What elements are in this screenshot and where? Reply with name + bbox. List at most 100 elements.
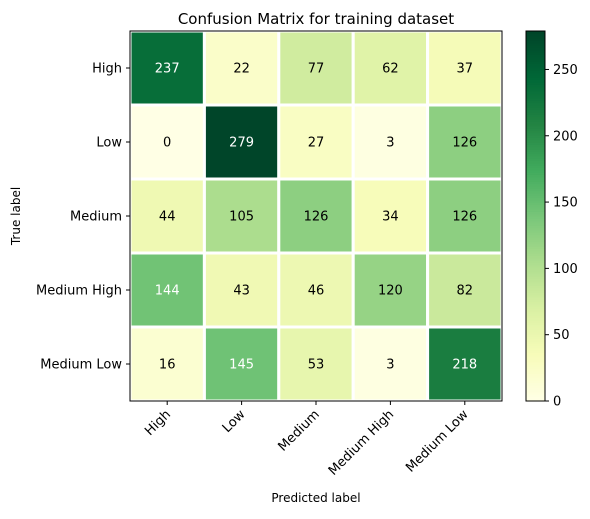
chart-title: Confusion Matrix for training dataset [178,10,454,28]
cell-value-label: 62 [382,62,399,77]
colorbar-segment [526,283,545,286]
cell-value-label: 3 [386,358,394,373]
colorbar-segment [526,81,545,85]
heatmap-cells: 237 22 77 62 37 0 279 27 3 126 44 105 126 34 126 144 43 4… [128,29,504,403]
colorbar-segment [526,70,545,74]
heatmap-cell [202,325,281,403]
colorbar-segment [526,317,545,321]
colorbar-segment [526,206,545,210]
colorbar-tick-label: 200 [553,129,578,144]
cell-value-label: 37 [457,62,474,77]
colorbar-segment [526,49,545,53]
cell-value-label: 16 [159,358,176,373]
colorbar-segment [526,213,545,217]
cell-value-label: 77 [308,62,325,77]
colorbar-segment [526,47,545,51]
colorbar-segment [526,269,545,273]
colorbar-segment [526,202,545,206]
colorbar-tick-label: 0 [553,395,561,410]
colorbar-segment [526,102,545,106]
y-axis-label: True label [9,187,23,246]
colorbar-segment [526,185,545,189]
colorbar-segment [526,74,545,78]
colorbar-segment [526,86,545,90]
colorbar-segment [526,40,545,44]
colorbar-segment [526,354,545,358]
colorbar-segment [526,315,545,319]
heatmap-cell [277,103,355,181]
colorbar-segment [526,68,545,71]
colorbar-segment [526,56,545,60]
colorbar-segment [526,139,545,143]
colorbar-segment [526,366,545,370]
colorbar-segment [526,287,545,291]
cell-value-label: 27 [308,136,325,151]
colorbar-segment [526,77,545,81]
colorbar-frame [525,30,546,402]
colorbar-segment [526,199,545,203]
cell-value-label: 279 [229,136,254,151]
colorbar-segment [526,264,545,268]
colorbar-segment [526,158,545,162]
colorbar-segment [526,352,545,356]
cell-value-label: 46 [308,284,325,299]
colorbar-segment [526,225,545,229]
colorbar-segment [526,320,545,323]
colorbar-tick-label: 150 [553,196,578,211]
heatmap-cell [426,251,504,329]
colorbar-segment [526,31,545,34]
colorbar-segment [526,44,545,48]
colorbar-segment [526,327,545,330]
colorbar-segment [526,153,545,157]
colorbar-segment [526,396,545,400]
colorbar-segment [526,255,545,259]
colorbar-segment [526,179,545,182]
colorbar-segment [526,243,545,247]
colorbar-segment [526,195,545,199]
colorbar-segment [526,190,545,194]
colorbar-segment [526,107,545,111]
colorbar-segment [526,394,545,397]
colorbar-segment [526,273,545,277]
colorbar-segment [526,63,545,67]
colorbar-segment [526,197,545,201]
colorbar-segment [526,336,545,340]
colorbar-segment [526,303,545,307]
colorbar-segment [526,229,545,233]
colorbar-segment [526,239,545,243]
colorbar-segment [526,37,545,41]
colorbar-segment [526,51,545,55]
x-axis-label: Predicted label [271,491,360,505]
colorbar-segment [526,132,545,136]
colorbar-segment [526,118,545,122]
heatmap-cell [426,103,504,181]
heatmap-cell [202,177,281,255]
colorbar-segment [526,160,545,164]
colorbar-segment [526,65,545,69]
colorbar-segment [526,248,545,252]
colorbar: 0 50 100 150 200 250 [525,30,578,410]
colorbar-segment [526,72,545,76]
colorbar-segment [526,183,545,187]
x-tick-label: High [142,407,174,439]
cell-value-label: 82 [457,284,474,299]
y-tick-label: High [92,62,122,77]
colorbar-segment [526,290,545,293]
colorbar-segment [526,130,545,134]
colorbar-segment [526,338,545,342]
colorbar-segment [526,361,545,365]
colorbar-segment [526,250,545,254]
colorbar-segment [526,308,545,312]
colorbar-segment [526,246,545,249]
colorbar-segment [526,188,545,192]
colorbar-segment [526,172,545,175]
colorbar-segment [526,324,545,328]
colorbar-segment [526,42,545,46]
colorbar-segment [526,343,545,347]
cell-value-label: 34 [382,210,399,225]
colorbar-segment [526,368,545,372]
y-tick-label: Medium High [36,284,122,299]
cell-value-label: 22 [233,62,250,77]
colorbar-segment [526,382,545,386]
colorbar-segment [526,116,545,120]
